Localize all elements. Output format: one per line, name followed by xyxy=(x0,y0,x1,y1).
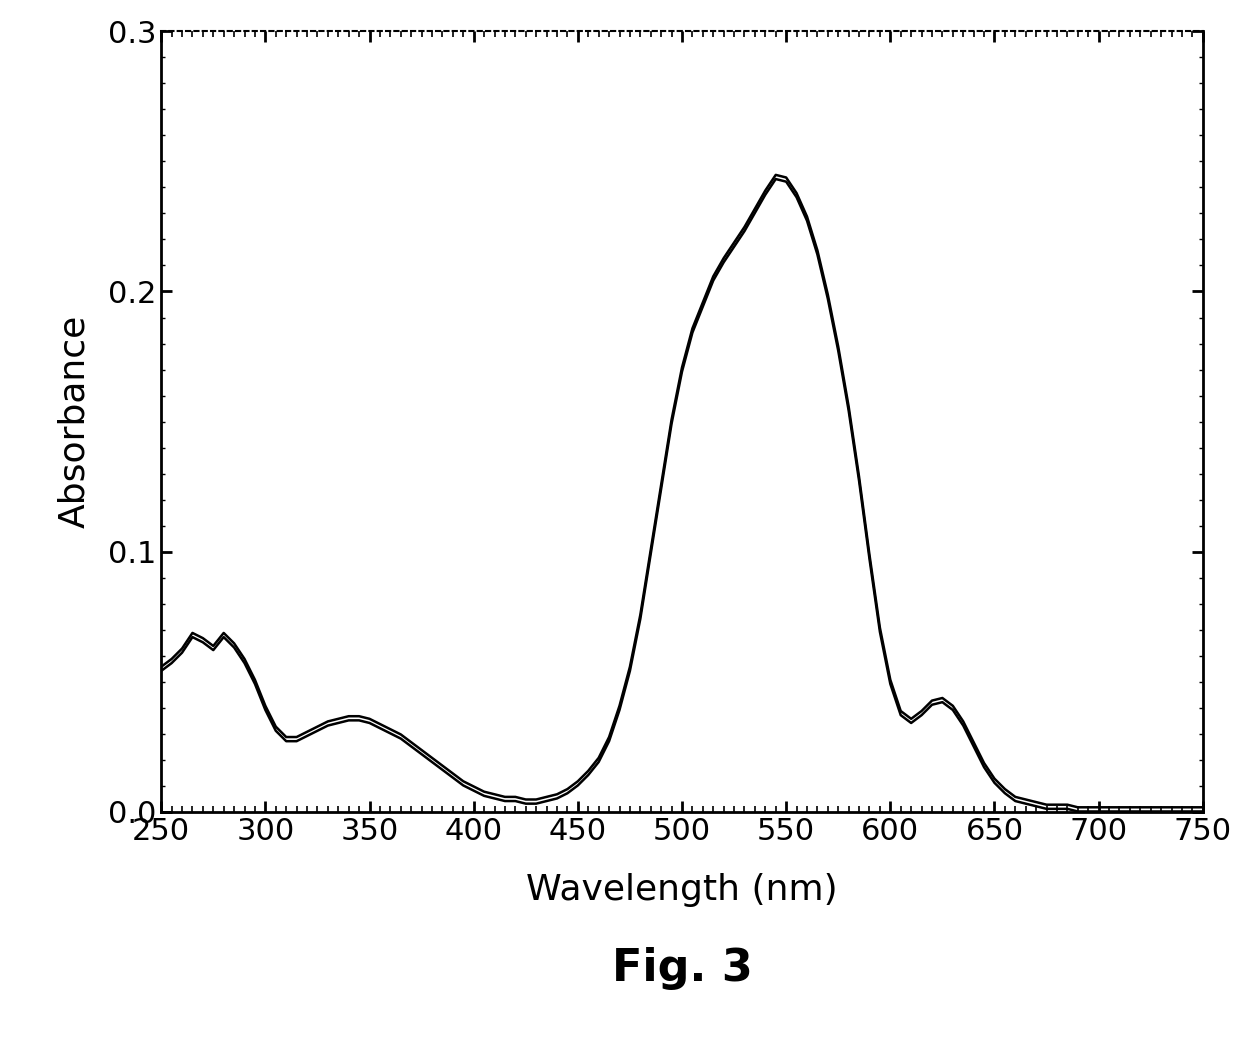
Text: Fig. 3: Fig. 3 xyxy=(611,946,753,990)
Text: Wavelength (nm): Wavelength (nm) xyxy=(526,873,838,907)
Y-axis label: Absorbance: Absorbance xyxy=(57,315,92,528)
